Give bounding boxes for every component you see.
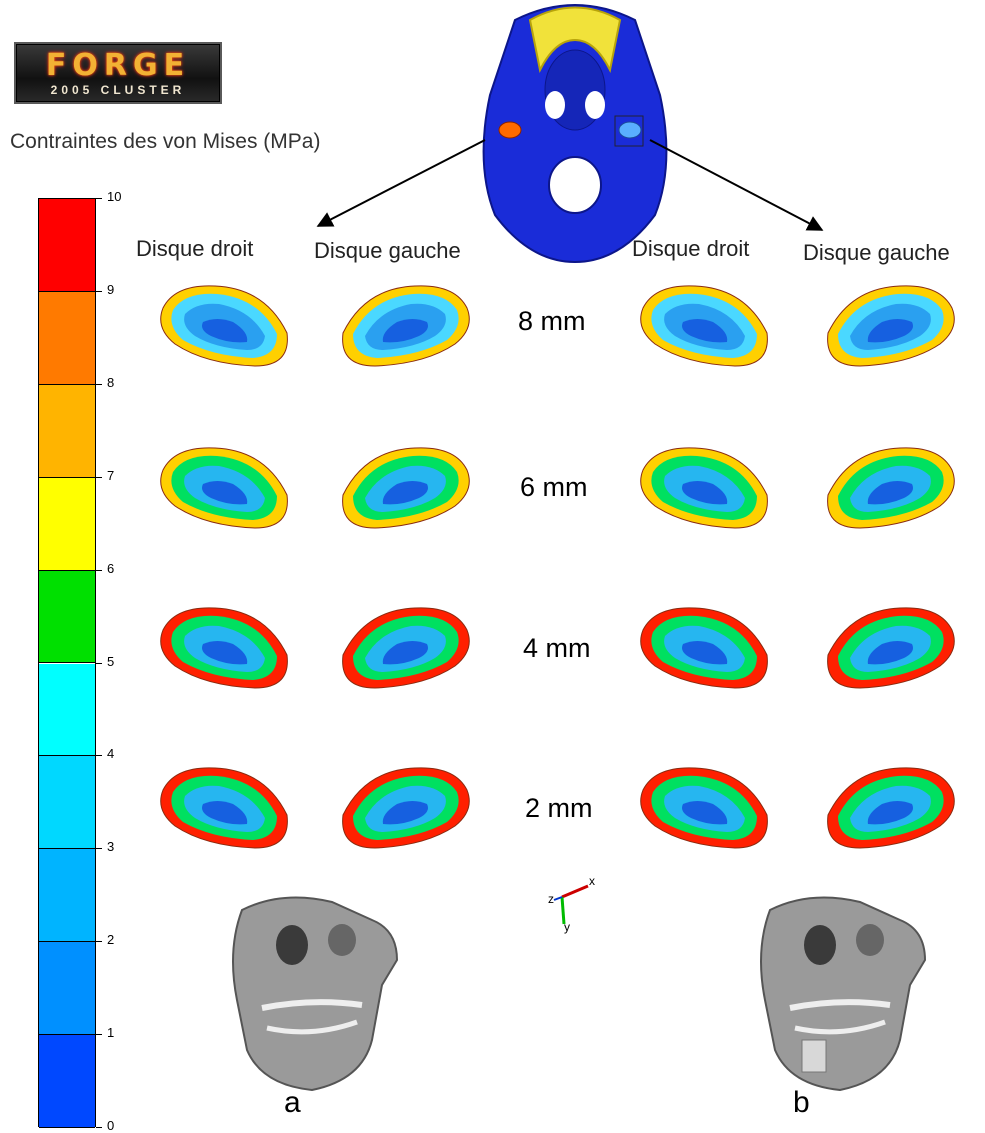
colorbar — [38, 198, 96, 1128]
row-label-2mm: 2 mm — [525, 793, 593, 823]
stress-disc — [635, 600, 775, 692]
stress-disc — [335, 600, 475, 692]
colorbar-tick — [96, 198, 102, 199]
jaw-model-a — [222, 890, 407, 1100]
axis-x-label: x — [589, 874, 595, 888]
colorbar-segment — [39, 942, 95, 1036]
logo-subtitle: 2005 CLUSTER — [50, 83, 186, 97]
stress-disc — [635, 760, 775, 852]
row-label-8mm: 8 mm — [518, 306, 586, 336]
skull-top-view — [470, 0, 680, 265]
axis-triad: x z y — [540, 872, 610, 947]
colorbar-title: Contraintes des von Mises (MPa) — [10, 130, 321, 153]
colorbar-segment — [39, 291, 95, 385]
colorbar-tick-label: 6 — [107, 560, 115, 576]
header-disque-droit-a: Disque droit — [136, 236, 254, 261]
stress-disc — [820, 440, 960, 532]
row-label-6mm: 6 mm — [520, 472, 588, 502]
colorbar-segment — [39, 756, 95, 850]
colorbar-segment — [39, 384, 95, 478]
colorbar-tick — [96, 1127, 102, 1128]
header-disque-gauche-b: Disque gauche — [803, 240, 950, 265]
stress-disc — [335, 278, 475, 370]
arrow-right — [649, 139, 824, 231]
colorbar-segment — [39, 199, 95, 292]
colorbar-tick — [96, 1034, 102, 1036]
colorbar-tick-label: 8 — [107, 374, 115, 390]
colorbar-tick — [96, 569, 102, 571]
axis-y-label: y — [564, 920, 570, 934]
colorbar-tick — [96, 848, 102, 850]
colorbar-tick — [96, 383, 102, 385]
stress-disc — [820, 600, 960, 692]
colorbar-tick — [96, 755, 102, 757]
stress-disc — [155, 760, 295, 852]
stress-disc — [820, 760, 960, 852]
colorbar-tick-label: 0 — [107, 1118, 115, 1133]
axis-z-label: z — [548, 892, 554, 906]
colorbar-segment — [39, 663, 95, 757]
stress-disc — [155, 440, 295, 532]
colorbar-tick — [96, 290, 102, 292]
stress-disc — [635, 278, 775, 370]
stress-disc — [155, 600, 295, 692]
colorbar-segment — [39, 477, 95, 571]
stress-disc — [335, 760, 475, 852]
stress-disc — [155, 278, 295, 370]
panel-label-a: a — [284, 1086, 301, 1119]
colorbar-tick — [96, 941, 102, 943]
header-disque-gauche-a: Disque gauche — [314, 238, 461, 263]
colorbar-tick — [96, 662, 102, 664]
header-disque-droit-b: Disque droit — [632, 236, 750, 261]
colorbar-tick-label: 4 — [107, 746, 115, 762]
stress-disc — [820, 278, 960, 370]
jaw-model-b — [750, 890, 935, 1100]
arrow-left — [316, 139, 486, 227]
panel-label-b: b — [793, 1086, 810, 1119]
colorbar-tick — [96, 476, 102, 478]
colorbar-tick-label: 3 — [107, 839, 115, 855]
colorbar-tick-label: 5 — [107, 653, 115, 669]
colorbar-segment — [39, 849, 95, 943]
colorbar-tick-label: 9 — [107, 281, 115, 297]
colorbar-tick-label: 2 — [107, 932, 115, 948]
colorbar-segment — [39, 1035, 95, 1128]
stress-disc — [335, 440, 475, 532]
colorbar-tick-label: 7 — [107, 467, 115, 483]
row-label-4mm: 4 mm — [523, 633, 591, 663]
forge-logo: FORGE 2005 CLUSTER — [14, 42, 222, 104]
colorbar-tick-label: 1 — [107, 1025, 115, 1041]
stress-disc — [635, 440, 775, 532]
logo-title: FORGE — [45, 48, 191, 83]
colorbar-tick-label: 10 — [107, 189, 122, 204]
arrows — [316, 139, 824, 231]
colorbar-segment — [39, 570, 95, 664]
